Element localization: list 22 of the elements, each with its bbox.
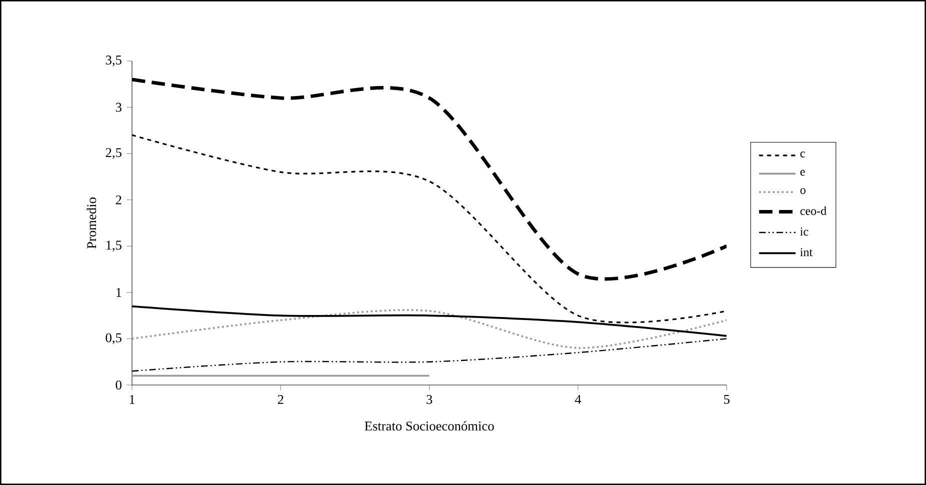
- line-series: [132, 309, 727, 349]
- legend-label: c: [800, 152, 805, 158]
- y-axis-title: Promedio: [86, 198, 96, 249]
- x-axis-title: Estrato Socioeconómico: [364, 421, 494, 431]
- y-tick-label: 0: [116, 380, 122, 390]
- y-tick-label: 2: [116, 195, 122, 204]
- legend-label: int: [800, 248, 813, 256]
- y-tick-label: 3,5: [106, 56, 122, 66]
- x-tick-label: 2: [278, 395, 284, 404]
- legend-label: o: [800, 188, 806, 194]
- y-tick-label: 3: [116, 102, 122, 112]
- x-tick-label: 4: [574, 395, 582, 404]
- y-tick-label: 1,5: [106, 240, 122, 252]
- x-tick-label: 1: [130, 395, 135, 404]
- legend-label: ic: [800, 228, 808, 236]
- x-tick-label: 3: [426, 395, 432, 404]
- legend-label: e: [800, 170, 805, 176]
- legend-label: ceo-d: [800, 206, 826, 216]
- x-tick-label: 5: [724, 395, 730, 404]
- y-tick-label: 2,5: [106, 148, 122, 160]
- y-tick-label: 0,5: [106, 333, 122, 344]
- y-tick-label: 1: [116, 288, 122, 297]
